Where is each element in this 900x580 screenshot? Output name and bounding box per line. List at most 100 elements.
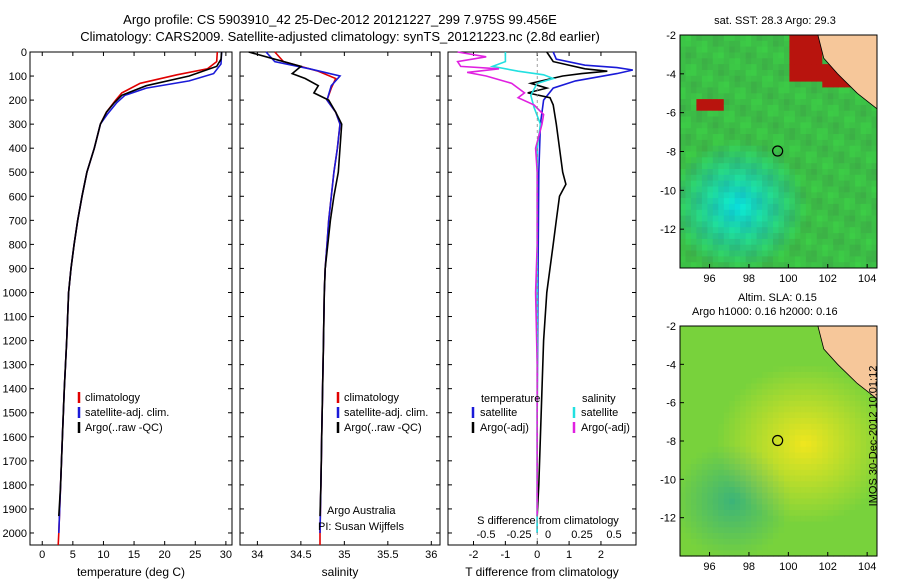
sst-map-cell bbox=[838, 203, 845, 211]
sla-map-cell bbox=[718, 377, 725, 385]
sla-map-cell bbox=[740, 429, 747, 436]
sst-map-cell bbox=[855, 58, 862, 65]
sla-map-cell bbox=[762, 521, 769, 528]
sla-map-cell bbox=[789, 435, 796, 442]
sla-map-cell bbox=[833, 446, 840, 454]
sla-map-cell bbox=[680, 504, 686, 511]
sst-map-cell bbox=[871, 192, 878, 199]
sst-map-cell bbox=[844, 70, 851, 77]
sla-map-cell bbox=[866, 527, 873, 534]
sst-map-cell bbox=[756, 186, 763, 193]
sst-map-cell bbox=[838, 52, 845, 59]
sla-map-cell bbox=[729, 481, 736, 488]
sla-map-cell bbox=[827, 412, 834, 419]
sla-map-cell bbox=[784, 423, 790, 431]
sst-map-cell bbox=[685, 186, 692, 193]
sla-map-cell bbox=[773, 527, 779, 534]
sla-map-cell bbox=[718, 360, 725, 367]
sst-map-cell bbox=[729, 215, 736, 222]
sla-map-cell bbox=[800, 464, 807, 471]
sla-map-cell bbox=[860, 544, 867, 551]
sst-map-cell bbox=[778, 262, 785, 269]
sst-map-cell bbox=[718, 70, 725, 77]
sst-map-cell bbox=[707, 192, 714, 199]
sst-map-cell bbox=[855, 122, 862, 129]
sst-map-cell bbox=[778, 110, 785, 117]
sst-map-cell bbox=[762, 46, 769, 53]
sla-map-cell bbox=[767, 504, 774, 511]
sla-map-cell bbox=[740, 389, 747, 396]
salinity-plot-frame bbox=[239, 51, 441, 546]
sla-map-cell bbox=[827, 446, 834, 454]
sst-map-cell bbox=[838, 169, 845, 176]
sst-map-cell bbox=[784, 35, 790, 42]
sst-map-cell bbox=[707, 99, 714, 106]
sla-map-cell bbox=[844, 372, 851, 379]
sla-map-cell bbox=[778, 400, 785, 408]
sla-map-cell bbox=[860, 326, 867, 333]
sla-map-cell bbox=[778, 383, 785, 390]
sst-map-cell bbox=[844, 238, 851, 246]
sla-map-cell bbox=[794, 395, 801, 402]
sla-map-cell bbox=[789, 475, 796, 482]
sst-map-cell bbox=[745, 215, 752, 222]
sst-map-cell bbox=[690, 163, 697, 170]
sla-map-cell bbox=[833, 492, 840, 500]
diff-legend-title-temperature: temperature bbox=[481, 393, 540, 405]
sla-map-cell bbox=[767, 331, 774, 339]
sst-map-cell bbox=[833, 180, 840, 187]
sst-map-cell bbox=[855, 238, 862, 246]
sst-map-cell bbox=[778, 116, 785, 123]
temperature-legend-label: climatology bbox=[85, 392, 141, 404]
sst-map-cell bbox=[833, 157, 840, 164]
sst-map-cell bbox=[690, 52, 697, 59]
sst-map-cell bbox=[833, 35, 840, 42]
sst-map-cell bbox=[751, 256, 758, 263]
sst-map-cell bbox=[701, 169, 708, 176]
sla-map-cell bbox=[712, 550, 719, 557]
sla-map-cell bbox=[816, 487, 823, 494]
sst-map-cell bbox=[794, 203, 801, 211]
sla-map-cell bbox=[784, 326, 790, 333]
sla-map-cell bbox=[685, 533, 692, 540]
sst-map-cell bbox=[860, 262, 867, 269]
sst-map-cell bbox=[778, 169, 785, 176]
sla-map-cell bbox=[707, 418, 714, 425]
sla-map-cell bbox=[745, 515, 752, 523]
sla-map-cell bbox=[805, 326, 812, 333]
sst-map-cell bbox=[762, 250, 769, 257]
sst-map-cell bbox=[773, 209, 779, 217]
sst-map-cell bbox=[794, 198, 801, 205]
sst-map-cell bbox=[800, 122, 807, 129]
sst-map-cell bbox=[756, 250, 763, 257]
sla-map-cell bbox=[827, 383, 834, 390]
sst-map-cell bbox=[811, 75, 818, 83]
sla-map-cell bbox=[751, 469, 758, 477]
sla-map-cell bbox=[723, 389, 730, 396]
sst-map-cell bbox=[860, 198, 867, 205]
sla-map-cell bbox=[800, 521, 807, 528]
sst-map-cell bbox=[762, 104, 769, 112]
sla-map-cell bbox=[833, 360, 840, 367]
sst-map-cell bbox=[767, 262, 774, 269]
sst-map-cell bbox=[778, 87, 785, 94]
sla-map-cell bbox=[740, 538, 747, 546]
sst-map-cell bbox=[816, 35, 823, 42]
sla-map-cell bbox=[816, 377, 823, 385]
sst-map-cell bbox=[734, 40, 741, 48]
sst-map-cell bbox=[849, 40, 856, 48]
sla-map-cell bbox=[712, 326, 719, 333]
sla-map-cell bbox=[751, 487, 758, 494]
sst-map-cell bbox=[805, 93, 812, 100]
sla-map-cell bbox=[685, 343, 692, 350]
sla-map-cell bbox=[827, 458, 834, 465]
sst-map-cell bbox=[707, 186, 714, 193]
sst-map-cell bbox=[734, 192, 741, 199]
sla-map-cell bbox=[871, 538, 878, 546]
sst-map-cell bbox=[690, 244, 697, 251]
sst-map-cell bbox=[816, 227, 823, 234]
sst-map-cell bbox=[800, 46, 807, 53]
differences-xtick-label: -1 bbox=[500, 549, 510, 561]
sla-map-cell bbox=[784, 452, 790, 459]
sla-map-cell bbox=[827, 395, 834, 402]
